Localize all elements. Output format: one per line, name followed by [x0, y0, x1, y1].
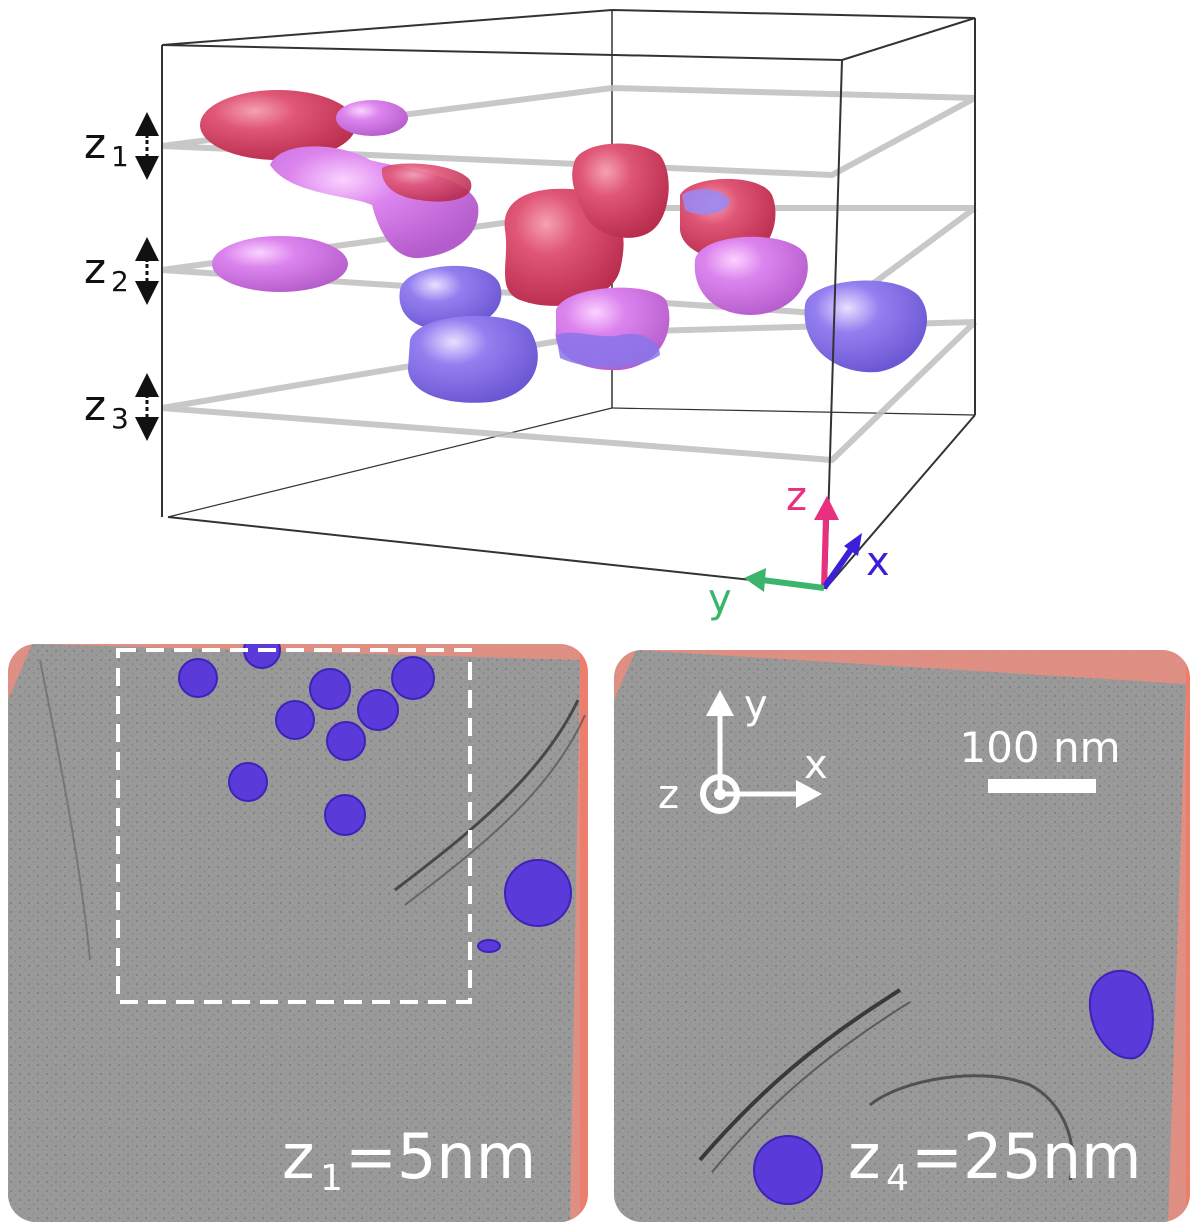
axis-triad-3d: z x y	[708, 474, 890, 622]
svg-text:=25nm: =25nm	[911, 1120, 1142, 1193]
axis-label-x-2d: x	[804, 742, 828, 788]
particle-pink	[694, 236, 808, 315]
axis-label-y-2d: y	[744, 682, 768, 728]
segmented-particles	[753, 969, 1154, 1205]
particle-red	[572, 143, 669, 238]
axis-label-z-2d: z	[658, 772, 679, 818]
svg-text:z: z	[84, 244, 106, 293]
slice-label-z2: z 2	[84, 237, 159, 305]
axis-triad-2d	[700, 690, 822, 814]
particle-pink	[336, 100, 408, 136]
segmented-particles	[178, 644, 572, 953]
roi-box	[116, 648, 472, 1004]
particle-blue	[399, 265, 502, 330]
tomogram-slice-z4: y x z 100 nm z 4 =25nm	[614, 650, 1190, 1222]
svg-text:3: 3	[111, 402, 129, 435]
axis-label-y: y	[708, 576, 732, 622]
scale-bar	[988, 779, 1096, 793]
svg-text:=5nm: =5nm	[345, 1120, 536, 1193]
particle-blue	[408, 315, 538, 403]
axis-label-x: x	[866, 539, 890, 585]
depth-label-right: z 4 =25nm	[848, 1120, 1142, 1199]
particle-blue	[804, 280, 928, 373]
axis-label-z: z	[786, 474, 807, 520]
svg-text:z: z	[84, 381, 106, 430]
particle-red	[200, 90, 356, 160]
svg-text:1: 1	[111, 140, 129, 173]
slice-label-z1: z 1	[84, 112, 159, 180]
depth-label-left: z 1 =5nm	[282, 1120, 536, 1199]
svg-text:4: 4	[886, 1158, 909, 1199]
svg-text:2: 2	[111, 265, 129, 298]
svg-text:z: z	[282, 1120, 315, 1193]
scale-bar-label: 100 nm	[959, 723, 1120, 772]
volume-rendering	[161, 8, 978, 589]
svg-text:z: z	[848, 1120, 881, 1193]
tomogram-slice-z1: z 1 =5nm	[8, 644, 588, 1222]
particle-pink	[212, 236, 348, 292]
svg-text:z: z	[84, 119, 106, 168]
svg-text:1: 1	[320, 1158, 343, 1199]
slice-label-z3: z 3	[84, 373, 159, 441]
